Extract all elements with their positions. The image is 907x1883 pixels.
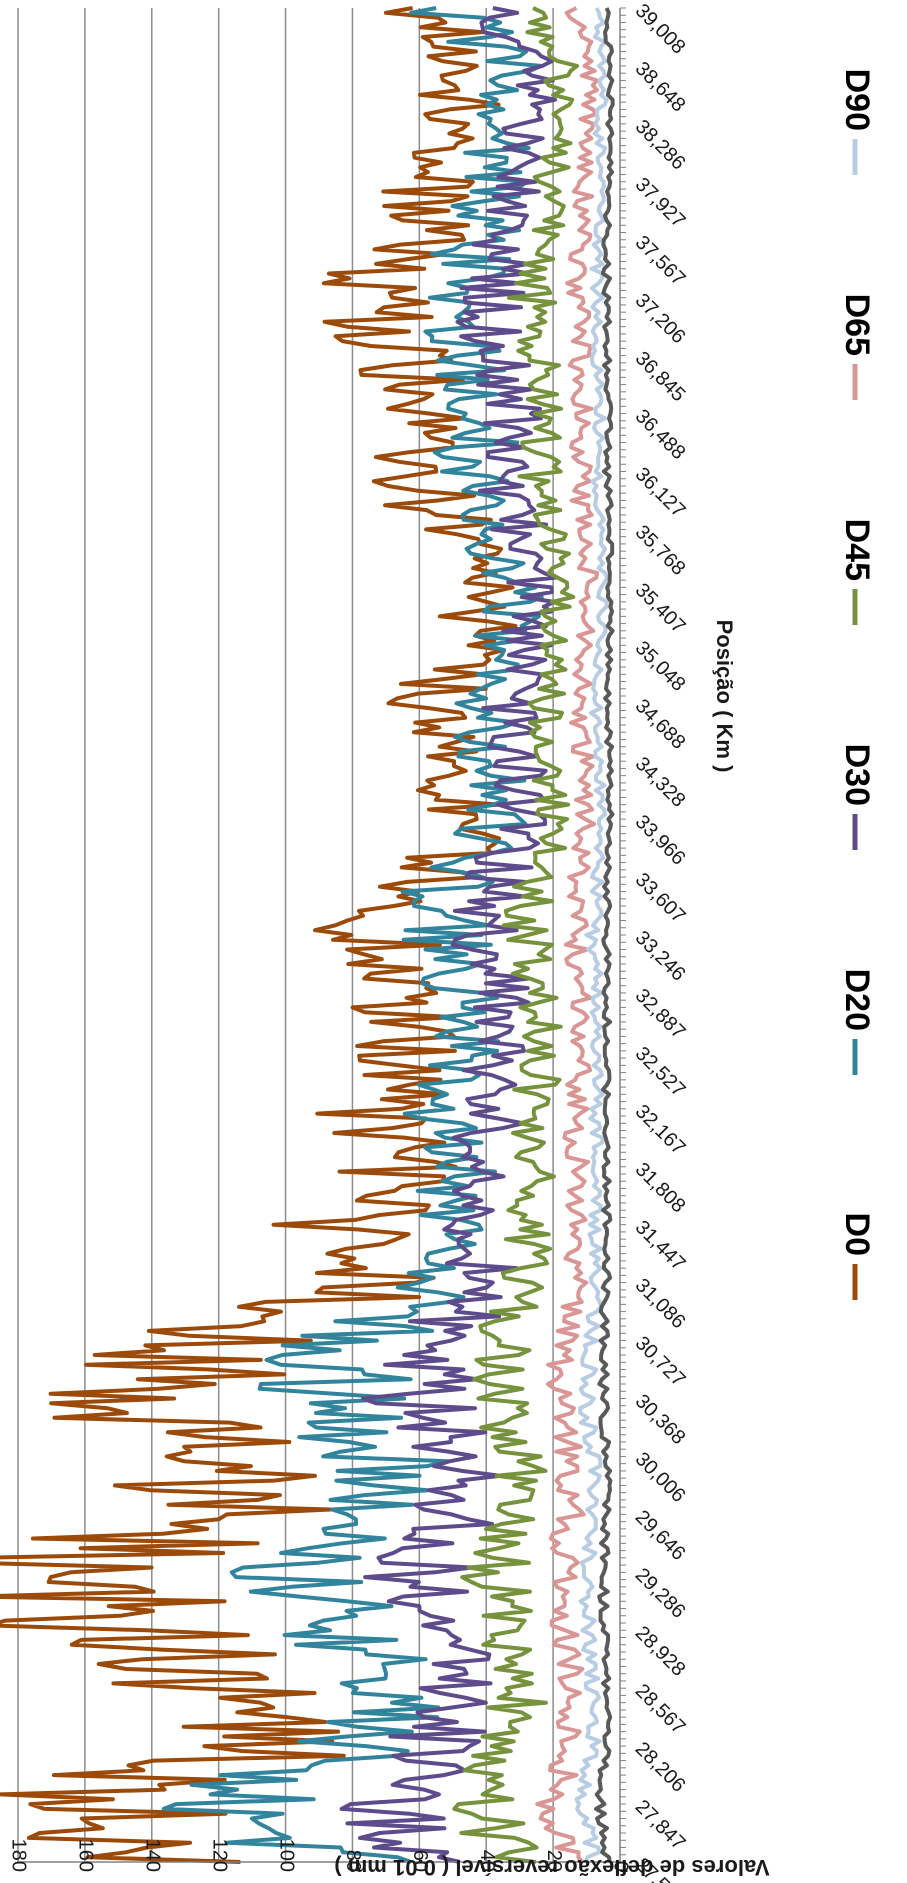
x-tick-label: 28,206 xyxy=(631,1738,690,1797)
series-line-d90 xyxy=(574,7,610,1863)
x-minor-ticks xyxy=(620,7,626,1863)
x-tick-label: 33,246 xyxy=(631,927,690,986)
x-tick-label: 32,527 xyxy=(631,1043,690,1102)
y-tick-label: 100 xyxy=(275,1839,297,1872)
x-tick-label: 37,206 xyxy=(631,289,690,348)
y-tick-label: 0 xyxy=(610,1861,632,1872)
legend-label-d90: D90 xyxy=(838,69,876,131)
x-tick-label: 36,488 xyxy=(631,405,690,464)
x-tick-label: 36,845 xyxy=(631,347,690,406)
series-line-d65 xyxy=(535,6,600,1864)
x-tick-label: 34,328 xyxy=(631,753,690,812)
x-tick-label: 29,286 xyxy=(631,1564,690,1623)
legend-label-d0: D0 xyxy=(838,1213,876,1256)
x-tick-label: 30,006 xyxy=(631,1448,690,1507)
y-tick-label: 80 xyxy=(342,1850,364,1872)
x-tick-label: 30,727 xyxy=(631,1332,690,1391)
x-tick-label: 31,808 xyxy=(631,1158,690,1217)
series-lines xyxy=(0,6,615,1864)
y-tick-label: 140 xyxy=(141,1839,163,1872)
x-tick-label: 39,008 xyxy=(631,0,690,59)
x-tick-label: 37,567 xyxy=(631,231,690,290)
y-tick-label: 40 xyxy=(476,1850,498,1872)
y-tick-label: 180 xyxy=(8,1839,30,1872)
y-tick-label: 60 xyxy=(409,1850,431,1872)
x-tick-label: 32,887 xyxy=(631,985,690,1044)
legend-label-d20: D20 xyxy=(838,969,876,1031)
series-line-d0 xyxy=(0,6,518,1864)
legend-label-d30: D30 xyxy=(838,744,876,806)
x-tick-label: 37,927 xyxy=(631,174,690,233)
series-line-d45 xyxy=(452,6,579,1864)
y-axis-title: Valores de deflexão reversível ( 0.01 mm… xyxy=(334,1855,769,1880)
x-tick-label: 38,648 xyxy=(631,58,690,117)
x-tick-label: 30,368 xyxy=(631,1390,690,1449)
x-tick-label: 36,127 xyxy=(631,463,690,522)
y-tick-label: 20 xyxy=(543,1850,565,1872)
x-tick-labels: 27,50727,84728,20628,56728,92829,28629,6… xyxy=(631,0,690,1883)
x-tick-label: 31,086 xyxy=(631,1274,690,1333)
x-tick-label: 29,646 xyxy=(631,1506,690,1565)
x-tick-label: 34,688 xyxy=(631,695,690,754)
legend: D0D20D30D45D65D90D120 xyxy=(838,69,876,1300)
x-tick-label: 28,567 xyxy=(631,1680,690,1739)
legend-label-d45: D45 xyxy=(838,519,876,581)
x-tick-label: 28,928 xyxy=(631,1622,690,1681)
y-tick-labels: 0 20 40 60 80 100 120 140 160 180 xyxy=(8,1839,632,1872)
x-tick-label: 32,167 xyxy=(631,1101,690,1160)
x-tick-label: 27,847 xyxy=(631,1796,690,1855)
x-tick-label: 33,607 xyxy=(631,869,690,928)
legend-label-d65: D65 xyxy=(838,294,876,356)
plot-area xyxy=(0,6,626,1864)
x-tick-label: 35,768 xyxy=(631,521,690,580)
y-tick-label: 120 xyxy=(208,1839,230,1872)
x-tick-label: 38,286 xyxy=(631,116,690,175)
x-tick-label: 33,966 xyxy=(631,811,690,870)
x-axis-title: Posição ( Km ) xyxy=(712,620,737,773)
x-tick-label: 35,048 xyxy=(631,637,690,696)
x-tick-label: 35,407 xyxy=(631,579,690,638)
series-line-d120 xyxy=(594,7,615,1863)
x-tick-label: 31,447 xyxy=(631,1216,690,1275)
series-line-d30 xyxy=(339,6,558,1864)
y-tick-label: 160 xyxy=(75,1839,97,1872)
